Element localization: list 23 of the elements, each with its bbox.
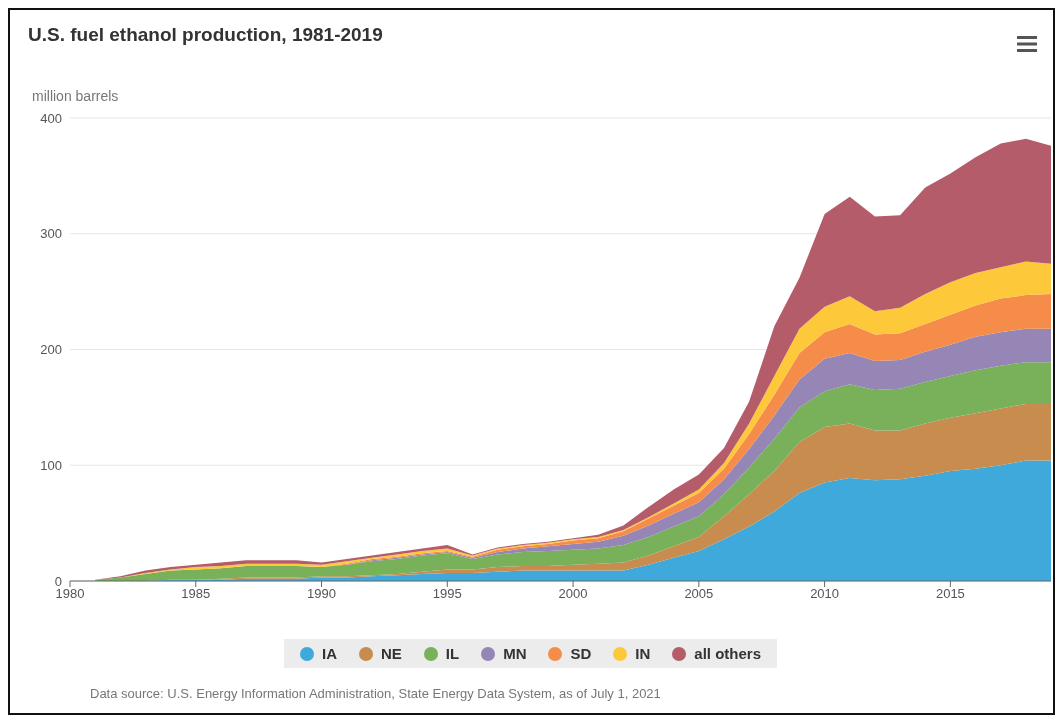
y-axis-title: million barrels [32,88,119,104]
x-tick-label: 1995 [432,586,462,602]
x-tick-label: 2005 [684,586,714,602]
legend-label: SD [569,645,592,662]
legend-label: MN [502,645,527,662]
x-tick-label: 2000 [558,586,588,602]
source-note: Data source: U.S. Energy Information Administration, State Energy Data System, as of July 1, 2021 [90,686,661,701]
legend-label: NE [379,645,402,662]
legend-label: IN [634,645,651,662]
x-tick-label: 2010 [810,586,840,602]
legend-label: all others [693,645,762,662]
y-tick-label: 0 [54,573,62,589]
legend-label: IL [444,645,460,662]
x-tick-label: 1980 [55,586,85,602]
y-tick-label: 100 [40,457,62,473]
y-tick-label: 200 [40,342,62,358]
legend-label: IA [320,645,337,662]
x-tick-label: 1990 [307,586,336,602]
x-tick-label: 1985 [181,586,211,602]
y-tick-label: 400 [40,110,62,126]
chart-title: U.S. fuel ethanol production, 1981-2019 [28,24,383,46]
y-tick-label: 300 [40,226,62,242]
x-tick-label: 2015 [935,586,965,602]
